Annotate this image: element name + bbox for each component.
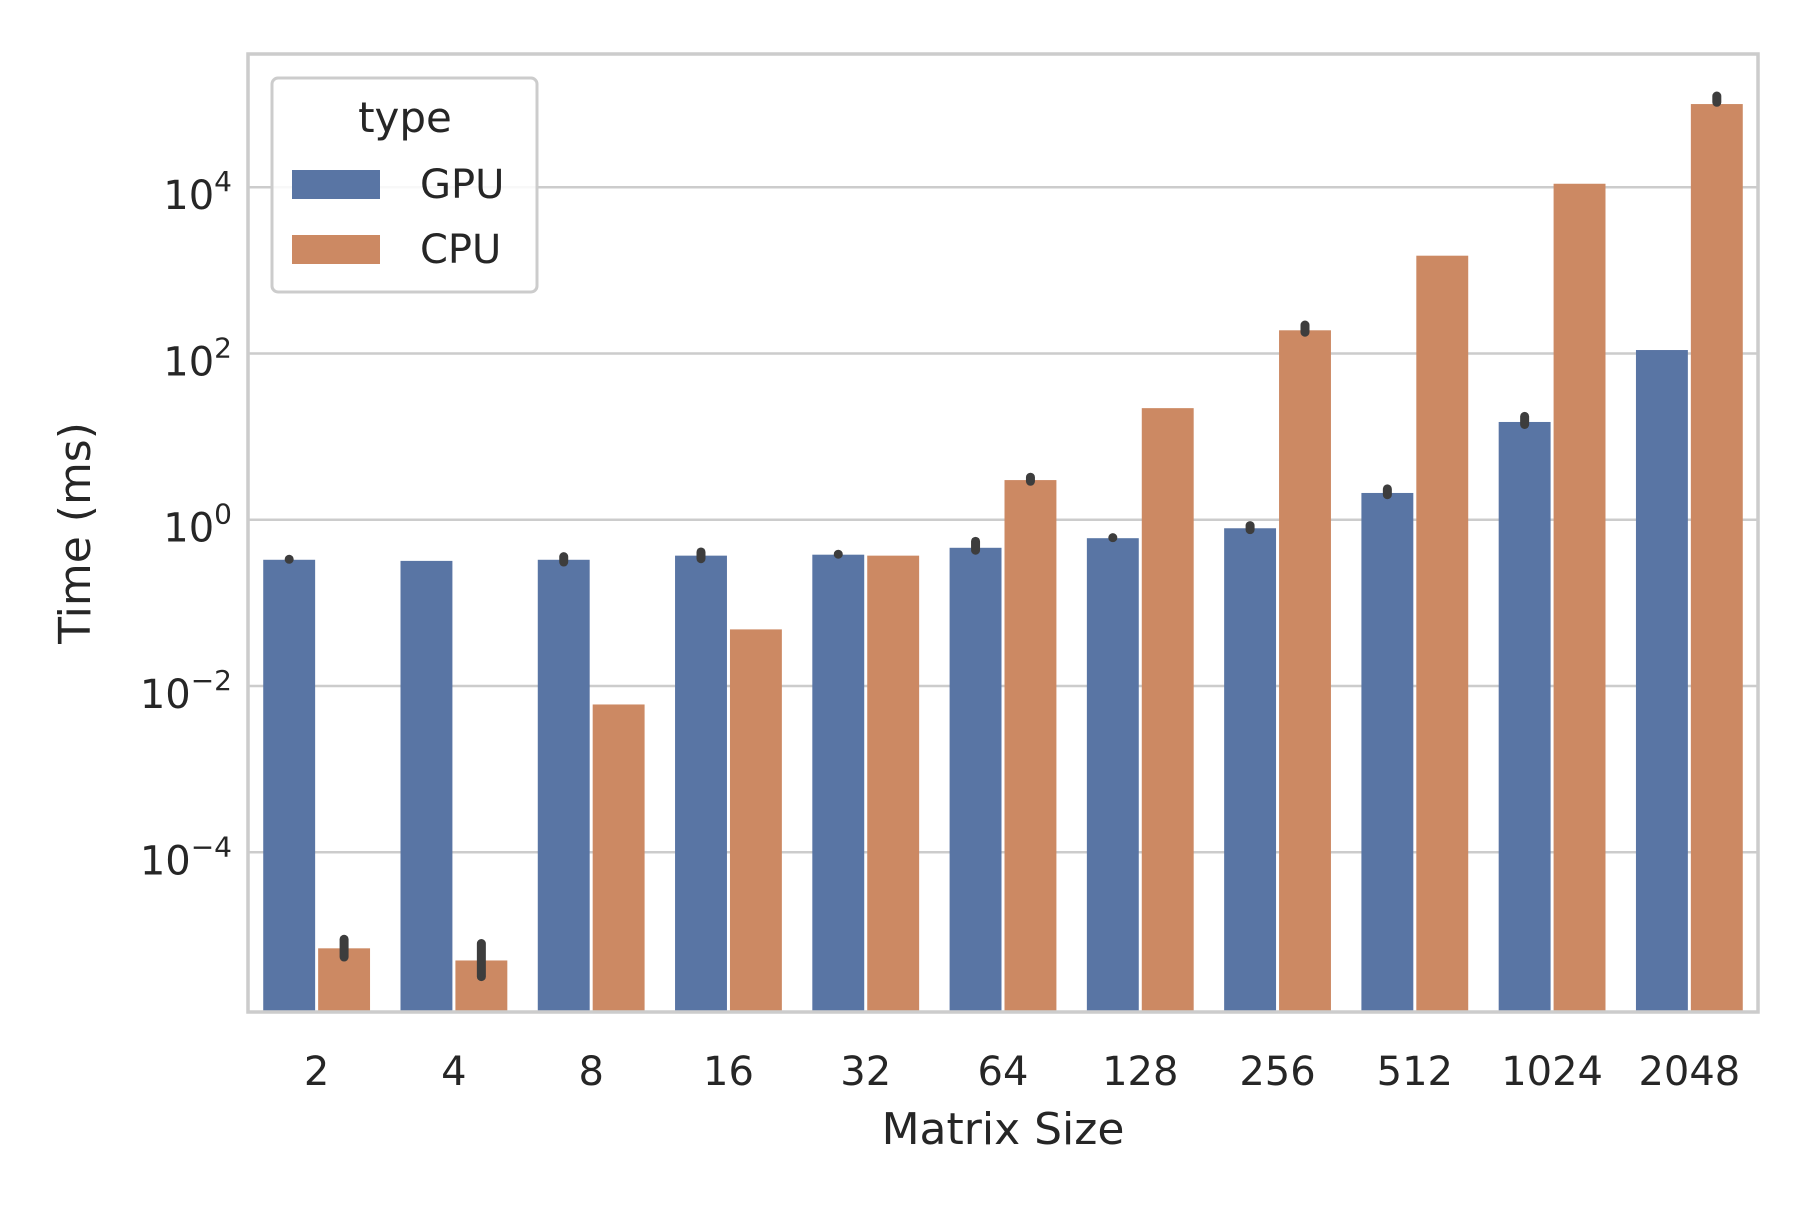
y-axis-title: Time (ms) [50,422,101,645]
y-tick-label: 100 [163,498,232,552]
x-tick-label: 512 [1377,1049,1453,1095]
bar-cpu-64 [1004,480,1057,1012]
bar-gpu-2048 [1635,350,1688,1012]
bar-gpu-1024 [1498,421,1551,1013]
bar-cpu-2048 [1690,104,1743,1013]
bar-cpu-128 [1141,408,1194,1013]
bar-cpu-256 [1279,330,1331,1012]
bar-gpu-4 [400,560,453,1012]
x-tick-label: 256 [1239,1049,1315,1095]
bar-gpu-128 [1086,538,1139,1012]
bar-gpu-32 [812,554,865,1012]
x-tick-label: 64 [978,1049,1029,1095]
bars-layer [263,104,1743,1013]
error-bar [833,549,843,559]
bar-gpu-256 [1224,528,1277,1012]
y-tick-label: 102 [163,331,232,385]
y-tick-label: 104 [163,165,232,219]
bar-gpu-512 [1361,492,1414,1012]
x-tick-labels: 2 4 8 16 32 64 128 256 512 1024 2048 [304,1049,1740,1095]
x-axis-title: Matrix Size [882,1104,1125,1155]
error-bars-layer [284,91,1722,982]
x-tick-label: 4 [441,1049,466,1095]
legend-swatch-cpu [292,235,380,264]
legend-swatch-gpu [292,170,380,199]
x-tick-label: 1024 [1501,1049,1603,1095]
y-tick-label: 10−2 [140,664,232,718]
bar-cpu-32 [867,555,920,1012]
bar-gpu-16 [675,555,727,1012]
legend: type GPU CPU [270,76,539,294]
bar-gpu-8 [537,559,590,1012]
x-tick-label: 8 [578,1049,603,1095]
error-bar [284,554,294,564]
x-tick-label: 2 [304,1049,329,1095]
bar-gpu-64 [949,547,1002,1012]
y-tick-label: 10−4 [140,830,232,884]
x-tick-label: 128 [1102,1049,1178,1095]
x-tick-label: 2048 [1638,1049,1740,1095]
bar-cpu-512 [1416,255,1469,1012]
bar-cpu-1024 [1553,183,1606,1012]
bar-cpu-8 [592,704,645,1012]
bar-gpu-2 [263,559,316,1012]
plot-frame [246,52,1760,1014]
error-bar [1108,533,1118,543]
bar-cpu-16 [729,629,782,1012]
x-tick-label: 16 [703,1049,754,1095]
y-tick-labels: 10−4 10−2 100 102 104 [140,165,232,884]
legend-label-gpu: GPU [420,162,504,208]
x-tick-label: 32 [840,1049,891,1095]
legend-label-cpu: CPU [420,227,501,273]
legend-title: type [358,93,452,142]
